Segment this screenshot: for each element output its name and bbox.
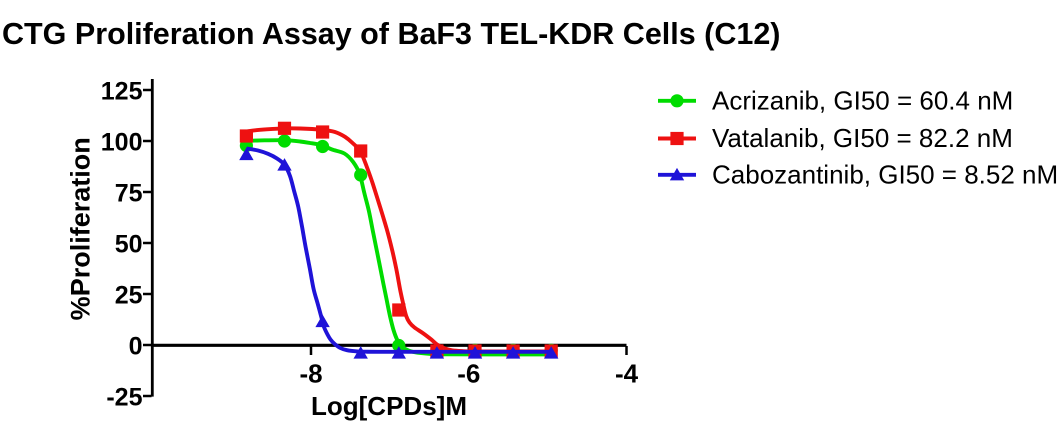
svg-text:-8: -8 [299,359,322,389]
svg-text:25: 25 [115,281,143,309]
svg-text:125: 125 [101,77,143,105]
svg-text:100: 100 [101,128,143,156]
svg-text:75: 75 [115,179,143,207]
svg-text:-6: -6 [457,359,480,389]
svg-text:Vatalanib, GI50 = 82.2 nM: Vatalanib, GI50 = 82.2 nM [712,123,1013,153]
svg-text:Log[CPDs]M: Log[CPDs]M [311,391,467,421]
svg-text:0: 0 [129,332,143,360]
svg-text:Acrizanib, GI50 = 60.4 nM: Acrizanib, GI50 = 60.4 nM [712,85,1013,115]
svg-text:CTG Proliferation Assay of BaF: CTG Proliferation Assay of BaF3 TEL-KDR … [2,17,780,51]
svg-text:-4: -4 [615,359,639,389]
svg-text:-25: -25 [106,383,142,411]
svg-text:%Proliferation: %Proliferation [66,137,96,320]
svg-text:50: 50 [115,230,143,258]
svg-text:Cabozantinib, GI50 = 8.52 nM: Cabozantinib, GI50 = 8.52 nM [712,159,1058,189]
